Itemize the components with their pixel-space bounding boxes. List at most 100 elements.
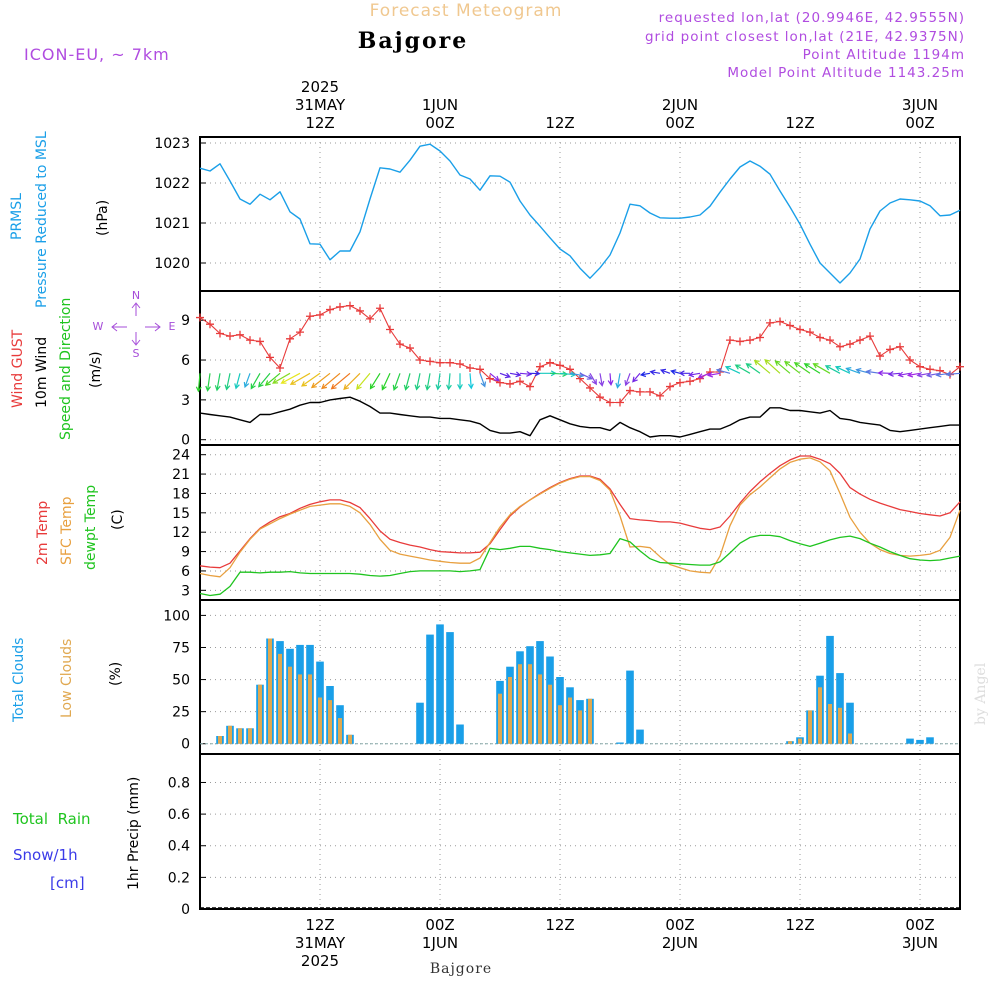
total-cloud-bar xyxy=(826,635,834,744)
y-tick-label: 21 xyxy=(172,467,190,483)
gust-point xyxy=(466,364,474,372)
pressure-unit-label: (hPa) xyxy=(95,200,111,236)
gust-point xyxy=(316,310,324,319)
wind-arrow xyxy=(343,372,361,391)
wind-compass: N S W E xyxy=(93,289,176,360)
wind-arrow xyxy=(734,364,751,374)
wind-arrow xyxy=(489,372,500,382)
gust-point xyxy=(636,387,644,396)
wind-arrow xyxy=(687,371,701,378)
low-cloud-bar xyxy=(498,693,502,744)
gust-point xyxy=(446,358,454,367)
total-cloud-bar xyxy=(926,737,934,744)
wind-arrow xyxy=(753,359,771,374)
panel-clouds: 0 25 50 75 100 xyxy=(163,599,961,755)
total-cloud-bar xyxy=(456,724,464,744)
wind-arrow xyxy=(234,373,241,390)
wind-arrow xyxy=(916,371,931,378)
low-cloud-bar xyxy=(538,674,542,744)
wind-arrow xyxy=(355,372,371,390)
pressure-line xyxy=(199,143,961,284)
y-tick-label: 25 xyxy=(172,705,190,721)
wind-arrow xyxy=(224,373,231,391)
gust-point xyxy=(366,314,374,323)
wind-arrow xyxy=(214,373,221,392)
wind-arrow xyxy=(724,365,741,374)
low-cloud-bar xyxy=(518,664,522,744)
total-cloud-bar xyxy=(846,702,854,744)
gust-point xyxy=(796,325,804,334)
footer-location: Bajgore xyxy=(430,961,492,977)
watermark: by Angel xyxy=(973,662,989,725)
wind-arrow xyxy=(289,372,311,385)
low-cloud-bar xyxy=(528,664,532,744)
gust-point xyxy=(436,358,444,367)
top-time-label: 12Z xyxy=(305,114,334,132)
y-tick-label: 1023 xyxy=(154,136,190,152)
gust-point xyxy=(296,328,304,337)
y-tick-label: 12 xyxy=(172,525,190,541)
y-tick-label: 9 xyxy=(181,313,190,329)
precip-axis-label: 1hr Precip (mm) xyxy=(126,777,142,890)
top-time-label: 3JUN xyxy=(902,96,938,114)
wind-arrow xyxy=(877,370,891,377)
wind-arrow xyxy=(615,373,622,389)
wind-arrow xyxy=(659,368,671,375)
total-cloud-bar xyxy=(416,702,424,744)
wind-arrow xyxy=(589,372,597,386)
gust-point xyxy=(326,305,334,314)
wind-arrow xyxy=(205,373,211,392)
gust-point xyxy=(866,332,874,341)
wind-arrow xyxy=(706,371,721,378)
total-cloud-bar xyxy=(446,632,454,744)
total-cloud-bar xyxy=(616,742,624,744)
gust-point xyxy=(816,333,824,342)
low-cloud-bar xyxy=(578,710,582,744)
wind-10m-label: 10m Wind xyxy=(34,337,50,408)
wind-arrow xyxy=(865,369,881,375)
gust-point xyxy=(956,362,964,371)
gust-point xyxy=(256,337,264,346)
top-time-label: 1JUN xyxy=(422,96,458,114)
wind-arrow xyxy=(321,372,341,390)
t2m-line xyxy=(199,455,961,569)
location-title: Bajgore xyxy=(358,28,468,54)
wind-arrow xyxy=(468,373,474,390)
gust-point xyxy=(736,337,744,346)
model-label: ICON-EU, ~ 7km xyxy=(24,45,170,64)
wind-speed-dir-label: Speed and Direction xyxy=(58,298,74,440)
gust-point xyxy=(476,365,484,374)
gust-point xyxy=(236,330,244,339)
wind-arrow xyxy=(300,372,321,387)
y-tick-label: 1021 xyxy=(154,216,190,232)
wind-arrow xyxy=(457,373,463,391)
wind-arrow xyxy=(258,372,271,388)
low-cloud-bar xyxy=(848,733,852,744)
wind-arrow xyxy=(607,373,614,387)
gust-point xyxy=(426,357,434,366)
y-tick-label: 0.4 xyxy=(168,839,190,855)
top-time-label: 31MAY xyxy=(295,96,346,114)
wind-arrow xyxy=(678,370,690,377)
gust-point xyxy=(876,352,884,361)
bottom-time-label: 12Z xyxy=(305,916,334,934)
wind-gust-label: Wind GUST xyxy=(10,329,26,408)
wind-arrow xyxy=(624,373,631,387)
bottom-time-label: 2JUN xyxy=(662,934,698,952)
total-cloud-bar xyxy=(426,634,434,744)
gust-point xyxy=(666,382,674,391)
gust-point xyxy=(526,382,534,391)
wind-arrow xyxy=(392,373,401,391)
wind-arrow xyxy=(632,372,641,383)
wind-arrow xyxy=(764,359,781,374)
low-cloud-bar xyxy=(548,684,552,744)
panel-pressure: 1020 1021 1022 1023 xyxy=(154,136,961,292)
gust-point xyxy=(596,393,604,402)
gust-point xyxy=(726,336,734,345)
low-cloud-bar xyxy=(298,674,302,744)
gust-point xyxy=(416,356,424,365)
gust-point xyxy=(896,342,904,351)
gust-point xyxy=(676,378,684,387)
top-time-label: 00Z xyxy=(665,114,694,132)
